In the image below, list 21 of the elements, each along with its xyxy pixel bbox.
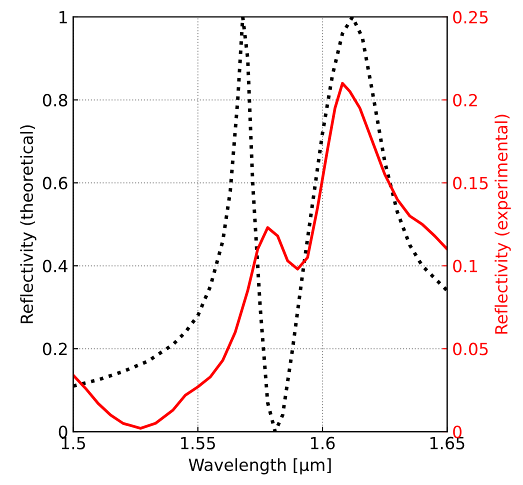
y-tick-label: 0.8 [42, 94, 68, 106]
x-tick-label: 1.55 [181, 437, 215, 450]
y-tick-label: 1 [60, 11, 67, 24]
x-tick-label: 1.5 [62, 437, 86, 450]
y2-axis-title: Reflectivity (experimental) [494, 114, 511, 334]
line-series [73, 82, 448, 430]
x-tick-label: 1.65 [430, 436, 464, 450]
y2-tick-label: 0 [453, 426, 462, 438]
y2-tick-label: 0.15 [453, 176, 488, 190]
y2-tick-label: 0.25 [453, 10, 488, 24]
y2-tick-label: 0.2 [453, 94, 477, 106]
y-tick-label: 0.2 [42, 342, 67, 356]
y-axis-title: Reflectivity (theoretical) [20, 125, 36, 324]
y-tick-label: 0 [58, 426, 68, 438]
x-axis-title: Wavelength [μm] [188, 458, 331, 474]
y2-tick-label: 0.1 [453, 260, 477, 272]
y-tick-label: 0.6 [42, 176, 68, 190]
y2-tick-label: 0.05 [453, 342, 488, 356]
line-series [73, 16, 448, 432]
x-tick-label: 1.6 [311, 436, 335, 450]
y-tick-label: 0.4 [42, 260, 68, 272]
